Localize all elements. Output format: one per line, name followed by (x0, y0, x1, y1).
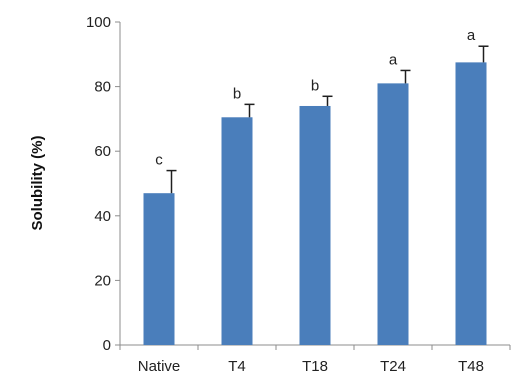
y-axis-title: Solubility (%) (29, 136, 46, 231)
bars (143, 45, 489, 346)
significance-label: a (389, 51, 398, 68)
bar-t48 (455, 62, 487, 345)
significance-label: a (467, 27, 476, 44)
bar-t18 (299, 105, 331, 345)
significance-label: c (155, 152, 163, 169)
x-tick-label: T48 (458, 358, 484, 375)
y-tick-label: 0 (103, 337, 111, 354)
x-tick-label: T4 (228, 358, 246, 375)
y-tick-label: 80 (94, 79, 111, 96)
x-tick-label: T18 (302, 358, 328, 375)
axes (115, 21, 511, 350)
significance-label: b (233, 85, 241, 102)
y-tick-label: 100 (86, 14, 111, 31)
bar-native (143, 193, 175, 345)
y-tick-label: 20 (94, 272, 111, 289)
bar-t4 (221, 117, 253, 345)
y-tick-label: 60 (94, 143, 111, 160)
labels: 0 20 40 60 80 100 c Native b T4 b T18 a T24 a T48 (86, 14, 484, 375)
x-tick-label: Native (138, 358, 181, 375)
x-tick-label: T24 (380, 358, 406, 375)
significance-label: b (311, 77, 319, 94)
y-tick-label: 40 (94, 208, 111, 225)
bar-t24 (377, 83, 409, 346)
